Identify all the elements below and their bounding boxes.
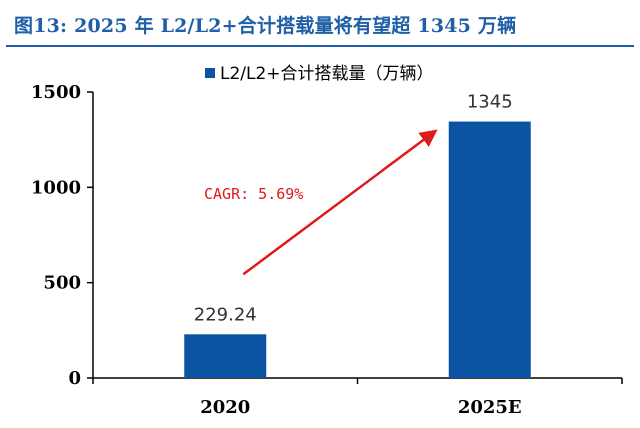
data-labels: 229.24 1345 — [194, 92, 513, 326]
cagr-annotation: CAGR: 5.69% — [204, 129, 438, 276]
bar — [448, 121, 531, 378]
x-tick-label: 2020 — [200, 397, 250, 418]
data-label: 1345 — [467, 92, 513, 113]
title-divider — [6, 45, 634, 47]
figure-title: 图13: 2025 年 L2/L2+合计搭载量将有望超 1345 万辆 — [14, 15, 517, 37]
data-label: 229.24 — [194, 304, 257, 325]
y-tick-label: 0 — [68, 368, 81, 389]
legend-label: L2/L2+合计搭载量（万辆） — [220, 64, 434, 84]
y-tick-label: 1000 — [31, 177, 81, 198]
x-axis: 2020 2025E — [92, 377, 623, 418]
legend: L2/L2+合计搭载量（万辆） — [205, 64, 434, 84]
y-axis: 0 500 1000 1500 — [31, 82, 94, 389]
y-tick-label: 500 — [43, 273, 81, 294]
bar — [184, 334, 267, 378]
cagr-arrow — [242, 129, 438, 276]
legend-swatch — [205, 68, 215, 78]
y-tick-label: 1500 — [31, 82, 81, 103]
bars — [184, 121, 531, 378]
cagr-label: CAGR: 5.69% — [204, 185, 303, 203]
x-tick-label: 2025E — [458, 397, 522, 418]
